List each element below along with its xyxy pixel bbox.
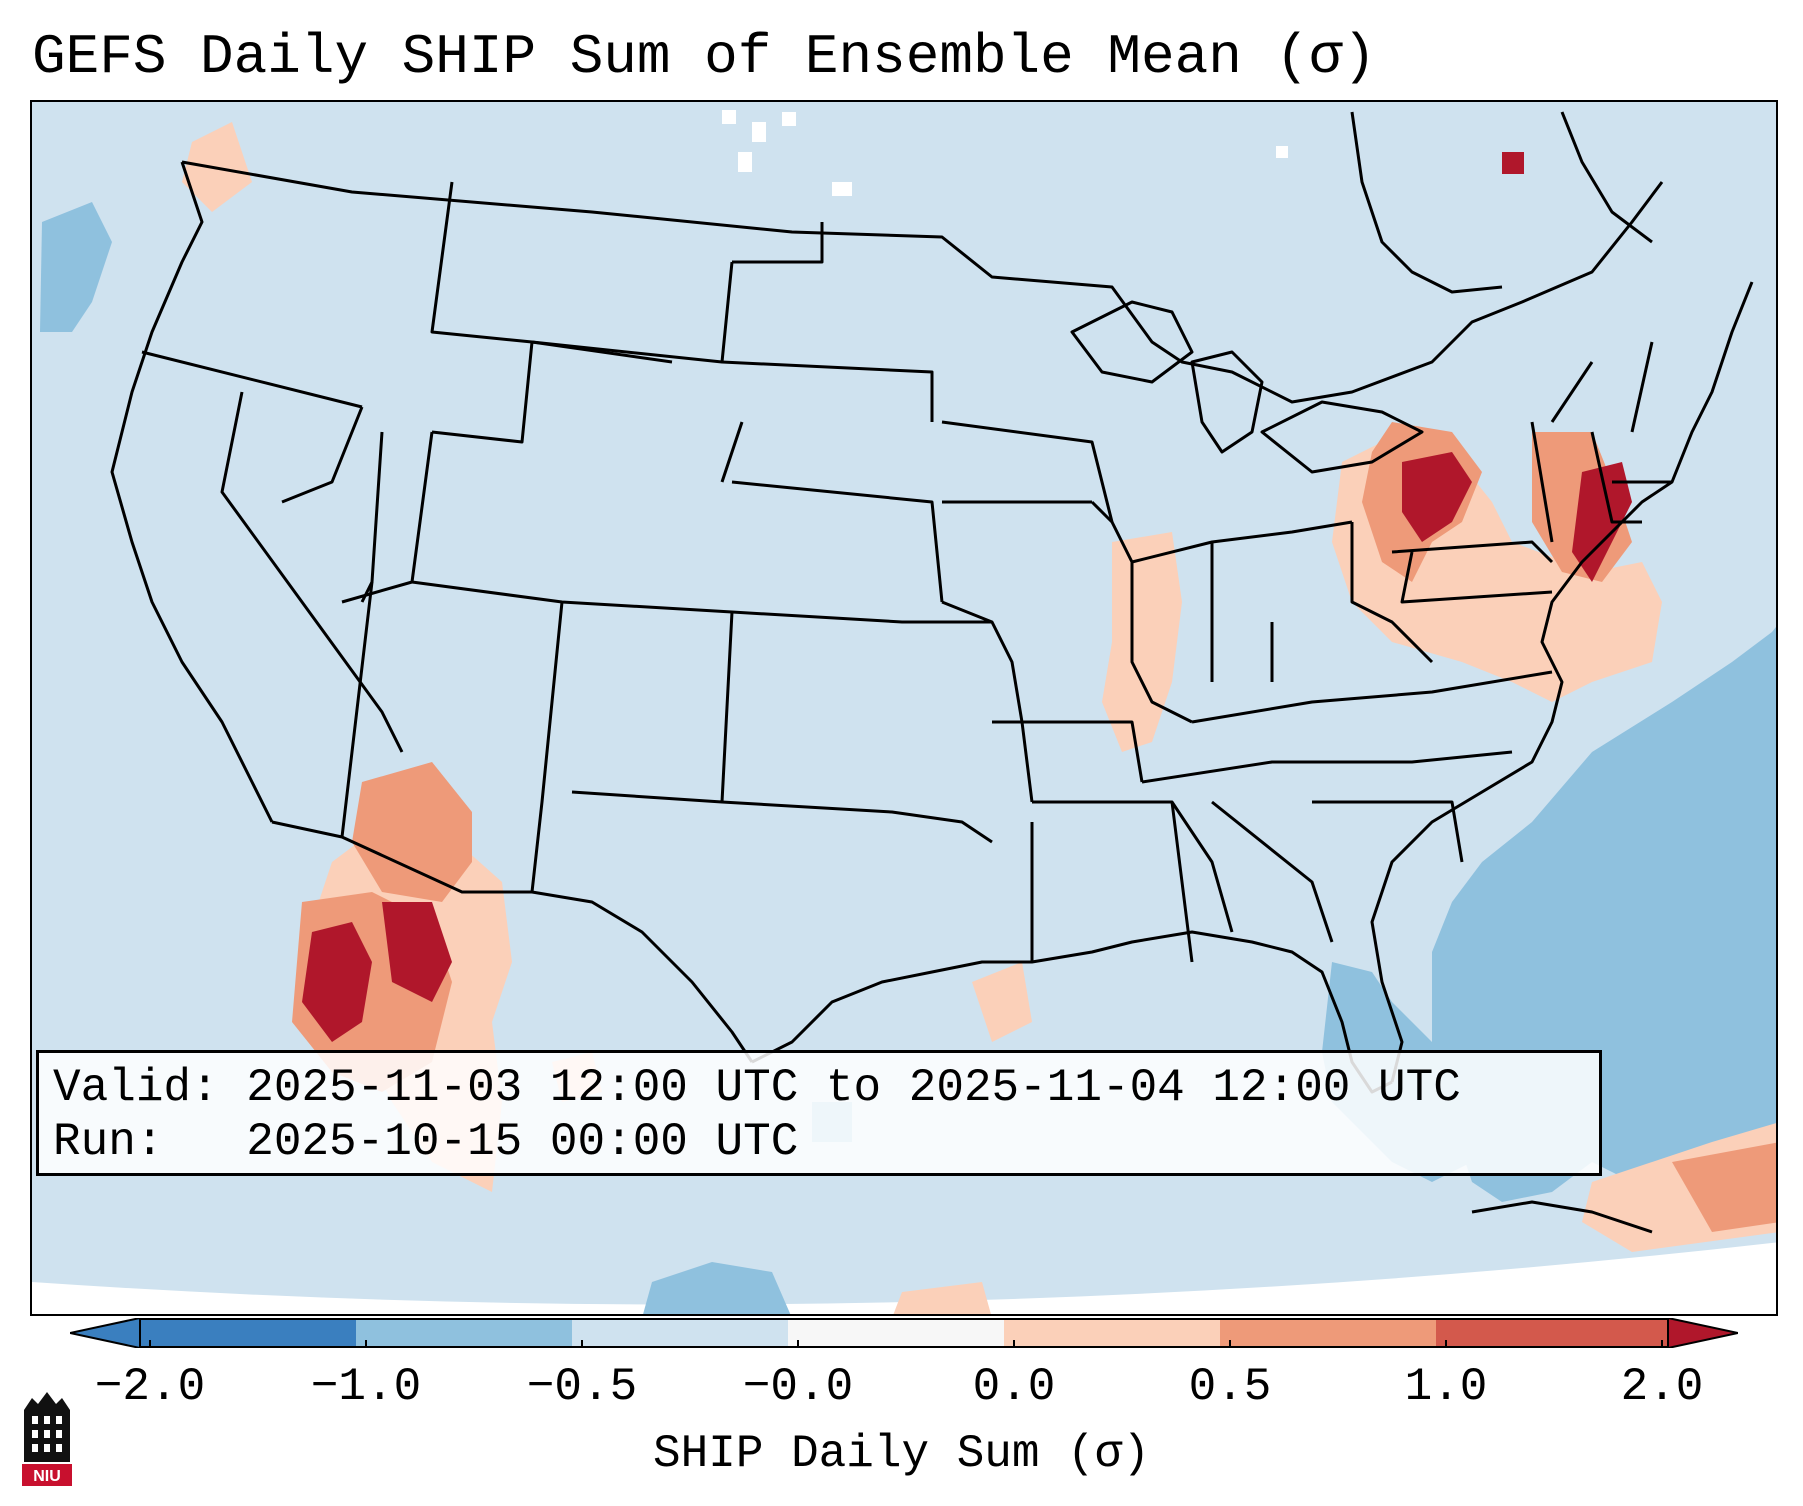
colorbar-max-arrow xyxy=(1667,1316,1739,1350)
colorbar-tick-label: −0.0 xyxy=(742,1361,854,1413)
valid-run-info-box: Valid: 2025-11-03 12:00 UTC to 2025-11-0… xyxy=(36,1050,1602,1176)
mexico-negative-region xyxy=(643,1262,791,1314)
colorbar-label: SHIP Daily Sum (σ) xyxy=(653,1428,1150,1480)
gulf-positive-patch xyxy=(972,962,1032,1042)
run-time-text: Run: 2025-10-15 00:00 UTC xyxy=(53,1116,799,1168)
colorbar-tick-label: 2.0 xyxy=(1620,1361,1704,1413)
colorbar-min-arrow xyxy=(69,1316,141,1350)
colorbar-ticks xyxy=(149,1340,1663,1348)
colorbar-svg xyxy=(69,1316,1739,1350)
colorbar-tick-label: 1.0 xyxy=(1404,1361,1488,1413)
pacific-negative-region xyxy=(40,202,112,332)
chart-title: GEFS Daily SHIP Sum of Ensemble Mean (σ) xyxy=(32,25,1377,89)
arizona-medium-region xyxy=(352,762,472,902)
canada-high-cell xyxy=(1502,152,1524,174)
colorbar-segment xyxy=(1004,1318,1220,1348)
yucatan-positive-patch xyxy=(893,1282,991,1314)
caribbean-medium-region xyxy=(1672,1142,1776,1232)
university-building-icon: NIU xyxy=(18,1390,76,1490)
new-jersey-high-region xyxy=(1572,462,1632,582)
colorbar-segment xyxy=(788,1318,1004,1348)
colorbar-segment xyxy=(356,1318,572,1348)
projection-edge xyxy=(32,1242,1776,1314)
colorbar-segment xyxy=(1220,1318,1436,1348)
colorbar-segment xyxy=(140,1318,356,1348)
colorbar-outline xyxy=(139,1318,1669,1348)
baja-high-region xyxy=(302,922,372,1042)
colorbar-tick-label: 0.5 xyxy=(1188,1361,1272,1413)
colorbar-segment xyxy=(1436,1318,1668,1348)
positive-high-regions xyxy=(302,152,1632,1042)
colorbar-tick-label: −0.5 xyxy=(526,1361,638,1413)
colorbar-tick-label: −1.0 xyxy=(310,1361,422,1413)
colorbar xyxy=(69,1316,1739,1350)
colorbar-tick-label: 0.0 xyxy=(972,1361,1056,1413)
illinois-positive-region xyxy=(1102,532,1182,752)
state-boundaries xyxy=(110,111,1754,1234)
near-zero-cells xyxy=(722,110,1288,196)
sonora-high-region xyxy=(382,902,452,1002)
colorbar-tick-label: −2.0 xyxy=(94,1361,206,1413)
new-york-high-region xyxy=(1402,452,1472,542)
valid-time-text: Valid: 2025-11-03 12:00 UTC to 2025-11-0… xyxy=(53,1062,1461,1114)
colorbar-segment xyxy=(572,1318,788,1348)
niu-logo-text: NIU xyxy=(33,1468,61,1485)
